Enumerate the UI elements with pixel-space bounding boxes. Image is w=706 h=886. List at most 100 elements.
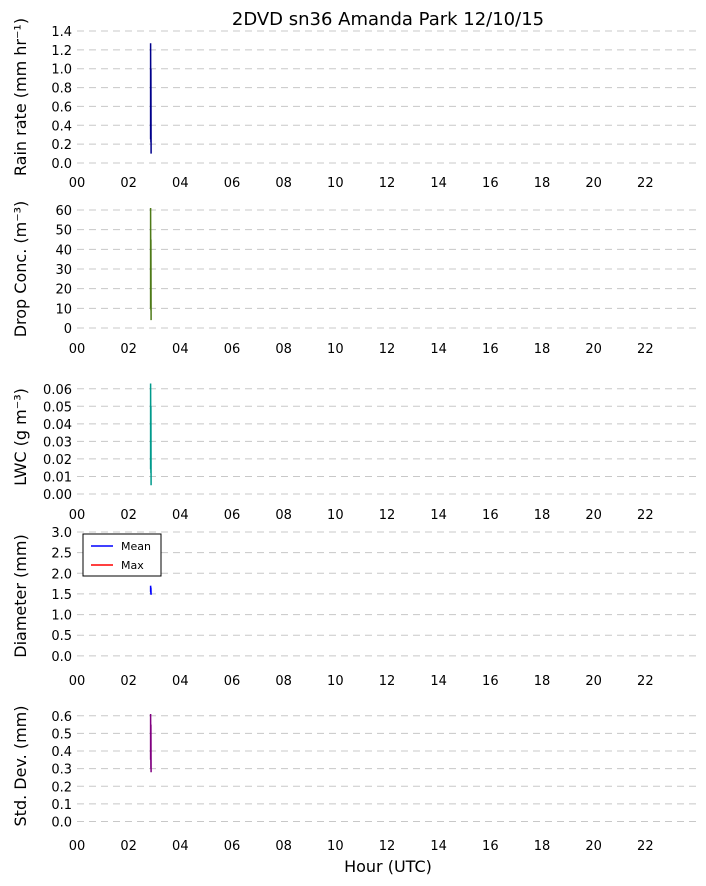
y-tick-label: 0.01: [43, 470, 72, 485]
x-tick-label: 20: [585, 508, 602, 523]
subplot-4: 0.0 0.5 1.0 1.5 2.0 2.5 3.0 00 02 04 06 08 10 12 14 16 1…: [11, 526, 697, 689]
x-tick-label: 12: [379, 508, 396, 523]
x-tick-label: 04: [172, 176, 189, 191]
x-tick-label: 22: [637, 508, 654, 523]
x-tick-label: 22: [637, 342, 654, 357]
x-tick-label: 06: [224, 342, 241, 357]
x-tick-label: 08: [275, 674, 292, 689]
subplot-5: 0.0 0.1 0.2 0.3 0.4 0.5 0.6 00 02 04 06 08 10 12 14 16 1…: [11, 706, 697, 854]
x-tick-label: 02: [120, 508, 137, 523]
y-tick-label: 60: [55, 204, 72, 219]
y-tick-label: 1.0: [51, 63, 72, 78]
x-tick-label: 08: [275, 342, 292, 357]
legend-label-max: Max: [121, 559, 144, 572]
x-tick-label: 22: [637, 674, 654, 689]
y-tick-label: 20: [55, 283, 72, 298]
x-tick-label: 00: [69, 839, 86, 854]
y-axis-label: Drop Conc. (m⁻³): [11, 201, 30, 338]
subplot-1: 0.0 0.2 0.4 0.6 0.8 1.0 1.2 1.4 00 02 04 06 08 10 12 14…: [11, 18, 697, 191]
y-tick-label: 1.0: [51, 609, 72, 624]
y-tick-label: 0.4: [51, 745, 72, 760]
subplot-2: 0 10 20 30 40 50 60 00 02 04 06 08 10 12 14 16 18 20 22 Dro…: [11, 201, 697, 357]
x-tick-label: 16: [482, 839, 499, 854]
y-tick-label: 0.03: [43, 435, 72, 450]
y-tick-label: 0.3: [51, 763, 72, 778]
y-tick-label: 0.2: [51, 138, 72, 153]
y-tick-label: 0.6: [51, 710, 72, 725]
x-tick-label: 22: [637, 176, 654, 191]
x-tick-label: 18: [534, 342, 551, 357]
y-tick-label: 0.04: [43, 418, 72, 433]
x-tick-label: 06: [224, 508, 241, 523]
x-tick-label: 12: [379, 839, 396, 854]
x-tick-label: 16: [482, 508, 499, 523]
y-axis-label: Std. Dev. (mm): [11, 706, 30, 827]
y-axis-label: LWC (g m⁻³): [11, 388, 30, 486]
y-tick-label: 0.0: [51, 650, 72, 665]
x-tick-label: 06: [224, 839, 241, 854]
y-tick-label: 1.5: [51, 588, 72, 603]
x-tick-label: 18: [534, 508, 551, 523]
series-line-1: [149, 207, 152, 321]
y-tick-label: 40: [55, 243, 72, 258]
y-tick-label: 0.0: [51, 815, 72, 830]
y-tick-label: 1.4: [51, 25, 72, 40]
subplots: 0.0 0.2 0.4 0.6 0.8 1.0 1.2 1.4 00 02 04 06 08 10 12 14…: [11, 18, 697, 854]
x-tick-label: 14: [430, 176, 447, 191]
y-tick-label: 0.2: [51, 780, 72, 795]
y-tick-label: 0.02: [43, 453, 72, 468]
x-tick-label: 10: [327, 342, 344, 357]
series-line-1: [149, 383, 152, 486]
y-tick-label: 2.0: [51, 567, 72, 582]
x-tick-label: 06: [224, 176, 241, 191]
x-tick-label: 18: [534, 674, 551, 689]
y-tick-label: 0.5: [51, 727, 72, 742]
x-tick-label: 00: [69, 674, 86, 689]
x-tick-label: 14: [430, 342, 447, 357]
y-axis-label: Rain rate (mm hr⁻¹): [11, 18, 30, 176]
x-tick-label: 22: [637, 839, 654, 854]
y-tick-label: 10: [55, 302, 72, 317]
x-tick-label: 10: [327, 839, 344, 854]
x-tick-label: 00: [69, 508, 86, 523]
x-tick-label: 06: [224, 674, 241, 689]
y-tick-label: 0.5: [51, 629, 72, 644]
y-tick-label: 0.4: [51, 119, 72, 134]
x-tick-label: 04: [172, 839, 189, 854]
y-tick-label: 3.0: [51, 526, 72, 541]
y-tick-label: 30: [55, 263, 72, 278]
y-tick-label: 50: [55, 224, 72, 239]
x-tick-label: 00: [69, 342, 86, 357]
figure-title: 2DVD sn36 Amanda Park 12/10/15: [232, 9, 544, 30]
y-tick-label: 2.5: [51, 547, 72, 562]
x-tick-label: 14: [430, 508, 447, 523]
legend-box: [82, 533, 162, 577]
y-tick-label: 0.1: [51, 798, 72, 813]
x-tick-label: 08: [275, 176, 292, 191]
y-tick-label: 0.06: [43, 383, 72, 398]
x-tick-label: 02: [120, 176, 137, 191]
x-tick-label: 14: [430, 839, 447, 854]
x-tick-label: 04: [172, 342, 189, 357]
x-tick-label: 02: [120, 839, 137, 854]
y-axis-label: Diameter (mm): [11, 534, 30, 657]
x-tick-label: 04: [172, 674, 189, 689]
x-tick-label: 10: [327, 176, 344, 191]
series-line-mean: [149, 585, 152, 595]
x-tick-label: 20: [585, 674, 602, 689]
x-axis-label: Hour (UTC): [344, 857, 432, 876]
series-line-1: [149, 43, 152, 154]
x-tick-label: 14: [430, 674, 447, 689]
x-tick-label: 18: [534, 839, 551, 854]
x-tick-label: 16: [482, 342, 499, 357]
legend: Mean Max: [82, 533, 162, 577]
x-tick-label: 20: [585, 839, 602, 854]
legend-label-mean: Mean: [121, 540, 151, 553]
x-tick-label: 20: [585, 176, 602, 191]
x-tick-label: 02: [120, 342, 137, 357]
x-tick-label: 20: [585, 342, 602, 357]
x-tick-label: 10: [327, 508, 344, 523]
x-tick-label: 10: [327, 674, 344, 689]
y-tick-label: 0.6: [51, 100, 72, 115]
